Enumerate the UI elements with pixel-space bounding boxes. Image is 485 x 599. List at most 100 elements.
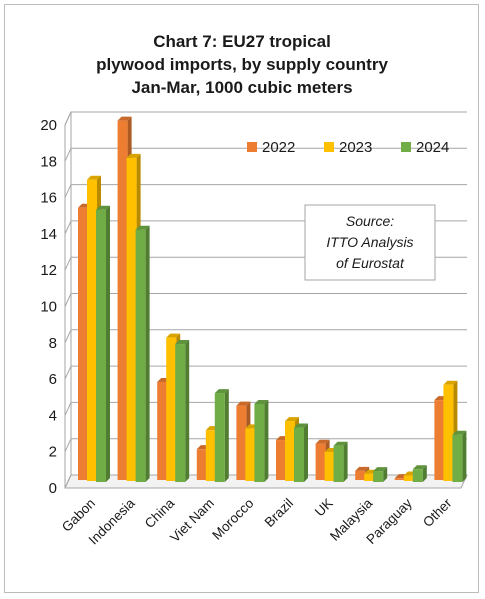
bar <box>333 441 348 482</box>
x-category-label: Viet Nam <box>167 496 217 546</box>
source-line-1: Source: <box>346 213 394 229</box>
y-tick-label: 8 <box>49 335 57 352</box>
bar-front-face <box>175 344 186 482</box>
bar-side-face <box>145 225 150 482</box>
bar-front-face <box>87 179 97 481</box>
y-tick-label: 10 <box>40 299 57 316</box>
x-category-label: Gabon <box>59 496 98 535</box>
bar <box>452 430 467 482</box>
gridline <box>64 184 467 198</box>
bar-front-face <box>403 475 414 481</box>
bar-front-face <box>412 469 423 482</box>
bar-side-face <box>304 423 308 482</box>
y-axis-tick-labels: 0 2 4 6 8 10 12 14 16 18 20 <box>40 117 57 497</box>
bar-top-face <box>87 175 101 180</box>
bar-top-face <box>355 466 370 471</box>
bar-front-face <box>117 120 128 480</box>
bar-front-face <box>364 473 375 481</box>
x-category-label: Brazil <box>262 496 296 530</box>
bar-side-face <box>462 430 467 482</box>
source-box-border <box>304 204 436 281</box>
bar-top-face <box>126 153 141 158</box>
y-tick-label: 20 <box>40 117 57 134</box>
bar-top-face <box>412 465 427 470</box>
bar-top-face <box>315 439 330 444</box>
x-category-label: Morocco <box>209 496 256 543</box>
bar-front-face <box>294 427 304 482</box>
bar-top-face <box>214 389 229 394</box>
legend: 2022 2023 2024 <box>247 139 449 156</box>
bar-front-face <box>355 470 366 480</box>
legend-swatch <box>324 142 334 152</box>
bar-front-face <box>196 449 207 480</box>
x-category-label: Other <box>420 495 455 530</box>
y-tick-label: 18 <box>40 153 57 170</box>
bar <box>254 399 269 482</box>
bar-top-face <box>443 380 458 385</box>
y-tick-label: 4 <box>49 407 57 424</box>
bar-top-face <box>254 399 269 404</box>
y-tick-label: 12 <box>40 262 57 279</box>
bar-side-face <box>383 467 388 482</box>
bar-side-face <box>106 205 110 482</box>
bars <box>78 116 467 482</box>
bar-front-face <box>452 434 463 482</box>
y-tick-label: 14 <box>40 226 57 243</box>
bar-top-face <box>175 340 190 345</box>
legend-swatch <box>401 142 411 152</box>
bar-front-face <box>254 403 265 482</box>
x-category-label: UK <box>312 496 336 520</box>
bar-front-face <box>245 428 256 481</box>
legend-swatch <box>247 142 257 152</box>
bar-side-face <box>185 340 190 482</box>
bar-top-face <box>96 205 110 210</box>
chart-title: Chart 7: EU27 tropical plywood imports, … <box>96 32 388 97</box>
bar-side-face <box>224 389 229 482</box>
bar-front-face <box>315 443 326 480</box>
y-tick-label: 2 <box>49 444 57 461</box>
bar-side-face <box>422 465 427 482</box>
bar-top-face <box>294 423 308 428</box>
gridline <box>64 293 467 307</box>
gridline <box>64 111 467 126</box>
bar <box>294 423 308 482</box>
gridline <box>64 147 467 162</box>
bar <box>96 205 110 482</box>
bar-front-face <box>394 478 405 480</box>
bar-front-face <box>166 337 177 481</box>
bar-top-face <box>333 441 348 446</box>
bar-top-face <box>135 225 150 230</box>
bar <box>412 465 427 482</box>
bar-front-face <box>236 405 247 480</box>
bar-top-face <box>373 467 388 472</box>
gridline <box>64 438 467 452</box>
bar-top-face <box>166 333 181 338</box>
bar-front-face <box>96 209 106 482</box>
bar-front-face <box>373 471 384 482</box>
bar-front-face <box>443 384 454 481</box>
bar-front-face <box>135 229 146 482</box>
chart: Chart 7: EU27 tropical plywood imports, … <box>40 32 468 548</box>
gridline <box>64 401 467 416</box>
bar <box>135 225 150 482</box>
bar-top-face <box>452 430 467 435</box>
bar-front-face <box>276 440 286 480</box>
bar <box>175 340 190 482</box>
source-annotation: Source: ITTO Analysis of Eurostat <box>304 204 436 281</box>
bar-front-face <box>157 381 168 480</box>
chart-title-line-2: plywood imports, by supply country <box>96 55 388 74</box>
y-tick-label: 6 <box>49 371 57 388</box>
bar-front-face <box>78 207 88 480</box>
bar-side-face <box>264 399 269 482</box>
bar-front-face <box>214 393 225 482</box>
y-tick-label: 0 <box>49 480 57 497</box>
bar-front-face <box>434 400 445 480</box>
gridline <box>64 365 467 380</box>
legend-label: 2023 <box>339 139 372 156</box>
bar-top-face <box>285 417 299 422</box>
bar <box>214 389 229 482</box>
bar-front-face <box>333 445 344 482</box>
bar-top-face <box>117 116 132 121</box>
source-line-2: ITTO Analysis <box>326 234 413 250</box>
